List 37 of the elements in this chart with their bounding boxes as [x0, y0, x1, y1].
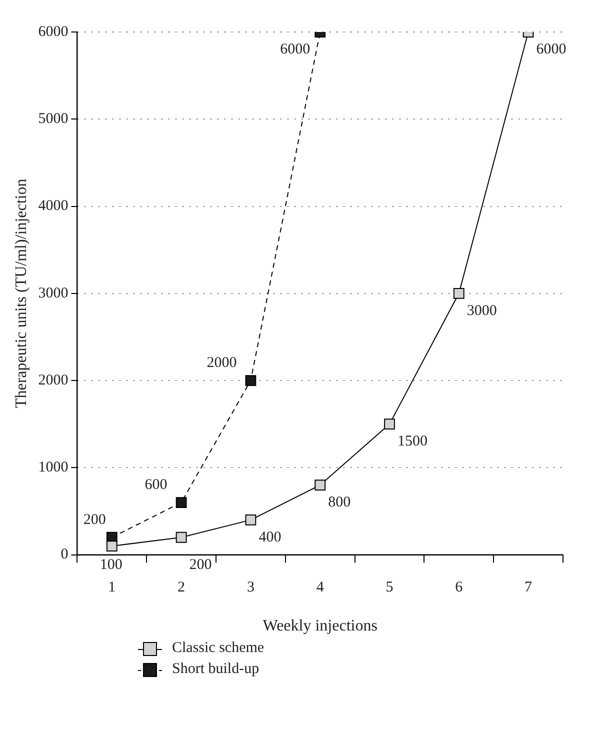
legend-label: Short build-up	[172, 661, 260, 678]
y-tick-label: 0	[60, 546, 68, 563]
x-tick-label: 3	[246, 580, 254, 596]
point	[245, 375, 256, 386]
y-tick-label: 1000	[38, 460, 68, 476]
y-tick-label: 3000	[38, 285, 68, 302]
y-tick-label: 4000	[38, 198, 68, 214]
data-label: 2000	[206, 354, 237, 371]
point	[245, 514, 256, 526]
point	[384, 418, 395, 430]
x-tick-label: 4	[316, 580, 324, 596]
y-tick-label: 6000	[38, 24, 68, 40]
legend-label: Classic scheme	[172, 640, 264, 657]
point	[176, 497, 187, 508]
x-tick-label: 2	[178, 580, 186, 596]
data-label: 100	[100, 557, 122, 574]
data-label: 6000	[280, 41, 310, 58]
point	[106, 540, 118, 552]
x-tick-label: 7	[524, 580, 533, 596]
x-tick-label: 1	[108, 580, 116, 596]
data-label: 200	[83, 512, 106, 528]
x-axis-title: Weekly injections	[262, 618, 378, 635]
data-label: 200	[189, 557, 212, 574]
y-tick-label: 2000	[38, 372, 68, 388]
point	[176, 532, 187, 543]
x-tick-label: 5	[386, 580, 394, 596]
y-tick-label: 5000	[38, 111, 68, 128]
data-label: 3000	[466, 302, 497, 319]
point	[453, 288, 464, 299]
data-label: 400	[258, 529, 282, 546]
data-label: 600	[144, 476, 168, 493]
data-label: 6000	[536, 41, 566, 58]
point	[314, 480, 326, 491]
y-axis-title: Therapeutic units (TU/ml)/injection	[12, 178, 30, 408]
data-label: 1500	[398, 434, 428, 450]
x-tick-label: 6	[455, 580, 464, 596]
data-label: 800	[328, 494, 351, 511]
